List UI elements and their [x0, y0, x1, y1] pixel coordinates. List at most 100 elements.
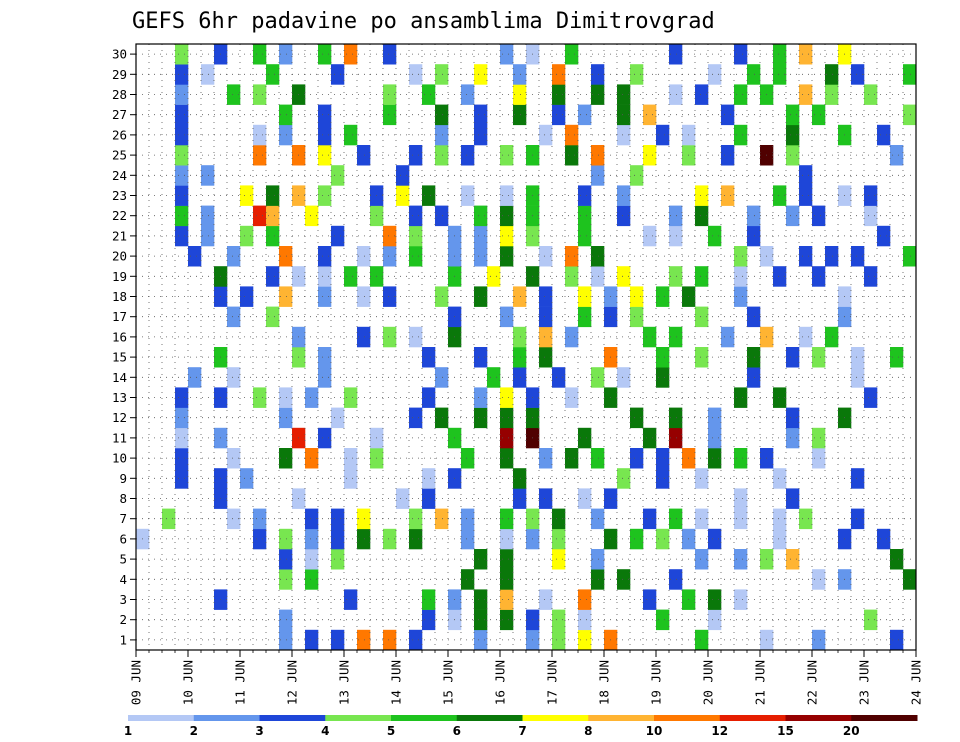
- cell-m6-t49: [773, 528, 787, 550]
- cell-m7-t46: [734, 508, 748, 530]
- cell-m19-t35: [591, 266, 605, 287]
- colorbar-swatch-6: [522, 715, 589, 721]
- cell-m19-t33: [565, 266, 579, 287]
- cell-m7-t15: [331, 508, 345, 530]
- cell-m7-t7: [227, 508, 241, 530]
- cell-m16-t29: [513, 326, 527, 348]
- cell-m19-t14: [318, 266, 332, 287]
- cell-m28-t46: [734, 84, 748, 105]
- cell-m12-t21: [409, 407, 423, 429]
- y-tick-label-10: 10: [112, 451, 127, 466]
- cell-m23-t43: [695, 185, 709, 206]
- cell-m20-t35: [591, 246, 605, 267]
- cell-m26-t26: [474, 124, 488, 146]
- y-axis: 1234567891011121314151617181920212223242…: [112, 47, 136, 647]
- cell-m12-t38: [630, 407, 644, 429]
- cell-m10-t38: [630, 448, 644, 469]
- cell-m26-t40: [656, 124, 670, 146]
- cell-m25-t14: [318, 145, 332, 166]
- cell-m21-t41: [669, 225, 683, 247]
- cell-m29-t3: [175, 64, 189, 85]
- cell-m21-t57: [877, 225, 891, 247]
- colorbar-label-7: 7: [518, 724, 526, 738]
- x-tick-label-15: 24 JUN: [909, 660, 924, 705]
- cell-m20-t17: [357, 246, 371, 267]
- cell-m4-t41: [669, 569, 683, 590]
- cell-m23-t56: [864, 185, 878, 206]
- cell-m29-t53: [825, 64, 839, 85]
- cell-m2-t40: [656, 609, 670, 631]
- cell-m22-t52: [812, 205, 826, 227]
- cell-m3-t31: [539, 589, 553, 610]
- cell-m30-t14: [318, 44, 332, 65]
- cell-m26-t50: [786, 124, 800, 146]
- cell-m21-t15: [331, 225, 345, 247]
- cell-m2-t56: [864, 609, 878, 631]
- cell-m24-t5: [201, 165, 215, 186]
- cell-m9-t16: [344, 468, 358, 489]
- cell-m25-t35: [591, 145, 605, 166]
- cell-m29-t35: [591, 64, 605, 85]
- cell-m15-t55: [851, 347, 865, 368]
- cell-m28-t29: [513, 84, 527, 105]
- cell-m28-t25: [461, 84, 475, 105]
- y-tick-label-16: 16: [112, 329, 127, 344]
- cell-m20-t21: [409, 246, 423, 267]
- cell-m8-t29: [513, 488, 527, 509]
- cell-m5-t28: [500, 549, 514, 570]
- cell-m9-t29: [513, 468, 527, 489]
- cell-m10-t44: [708, 448, 722, 469]
- cell-m30-t3: [175, 44, 189, 65]
- y-tick-label-7: 7: [119, 511, 127, 526]
- cell-m25-t23: [435, 145, 449, 166]
- cell-m15-t50: [786, 347, 800, 368]
- cell-m24-t51: [799, 165, 813, 186]
- cell-m20-t26: [474, 246, 488, 267]
- cell-m26-t11: [279, 124, 293, 146]
- cell-m4-t52: [812, 569, 826, 590]
- cell-m27-t39: [643, 104, 657, 126]
- cell-m15-t31: [539, 347, 553, 368]
- y-tick-label-15: 15: [112, 350, 127, 365]
- cell-m7-t41: [669, 508, 683, 530]
- cell-m28-t56: [864, 84, 878, 105]
- cell-m26-t3: [175, 124, 189, 146]
- cell-m16-t17: [357, 326, 371, 348]
- cell-m9-t49: [773, 468, 787, 489]
- cell-m9-t55: [851, 468, 865, 489]
- colorbar-swatch-7: [588, 715, 655, 721]
- cell-m30-t33: [565, 44, 579, 65]
- cell-m28-t7: [227, 84, 241, 105]
- cell-m18-t34: [578, 286, 592, 307]
- y-tick-label-6: 6: [119, 531, 127, 546]
- cell-m19-t52: [812, 266, 826, 287]
- cell-m27-t3: [175, 104, 189, 126]
- cell-m18-t38: [630, 286, 644, 307]
- x-tick-label-2: 11 JUN: [233, 660, 248, 705]
- cell-m2-t28: [500, 609, 514, 631]
- cell-m25-t58: [890, 145, 904, 166]
- cell-m6-t40: [656, 528, 670, 550]
- cell-m7-t13: [305, 508, 319, 530]
- cell-m13-t9: [253, 387, 267, 408]
- cell-m22-t41: [669, 205, 683, 227]
- cell-m18-t31: [539, 286, 553, 307]
- cell-m15-t43: [695, 347, 709, 368]
- colorbar-swatch-9: [719, 715, 786, 721]
- cell-m18-t17: [357, 286, 371, 307]
- cell-m24-t35: [591, 165, 605, 186]
- cell-m22-t23: [435, 205, 449, 227]
- cell-m14-t37: [617, 367, 631, 388]
- cell-m20-t55: [851, 246, 865, 267]
- cell-m17-t7: [227, 306, 241, 328]
- cell-m8-t31: [539, 488, 553, 509]
- cell-m30-t9: [253, 44, 267, 65]
- cell-m23-t20: [396, 185, 410, 206]
- cell-m19-t16: [344, 266, 358, 287]
- cell-m20-t7: [227, 246, 241, 267]
- cell-m29-t44: [708, 64, 722, 85]
- colorbar-label-5: 5: [387, 724, 395, 738]
- cell-m22-t34: [578, 205, 592, 227]
- cell-m25-t25: [461, 145, 475, 166]
- cell-m14-t7: [227, 367, 241, 388]
